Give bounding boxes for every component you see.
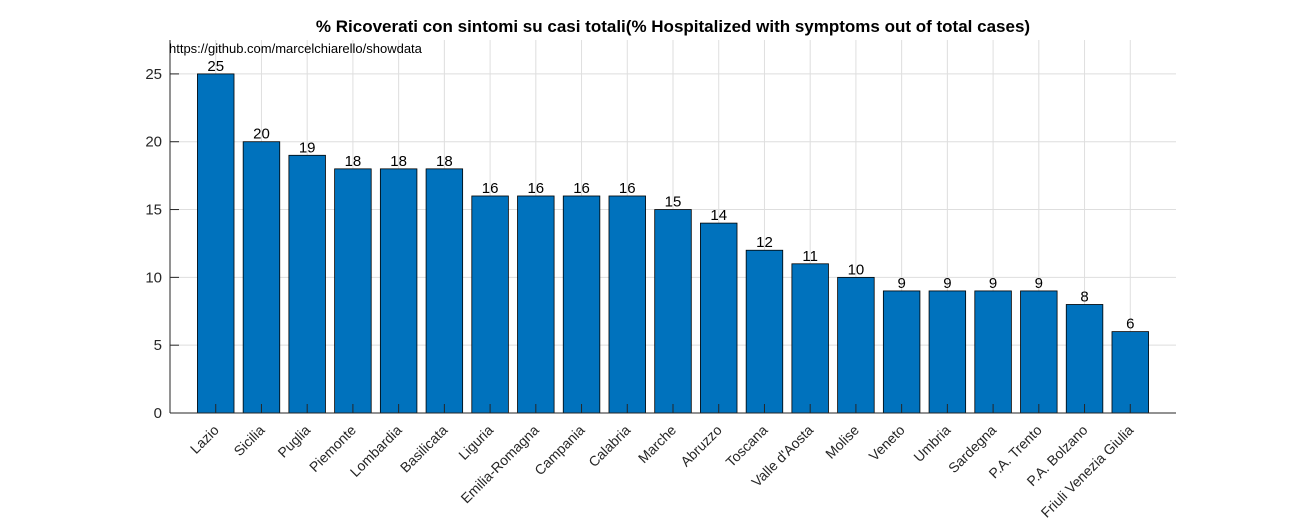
data-label: 16 (573, 180, 590, 197)
bar (334, 168, 372, 414)
data-label: 12 (756, 234, 773, 251)
y-tick-label: 5 (154, 337, 162, 354)
bar (562, 195, 601, 414)
data-label: 14 (710, 207, 727, 224)
bar (425, 168, 464, 414)
data-label: 15 (665, 194, 682, 211)
bar (242, 141, 281, 414)
bar (974, 290, 1012, 414)
x-tick-label: Sicilia (230, 422, 267, 459)
x-tick-label: Basilicata (397, 422, 451, 476)
data-label: 20 (253, 126, 270, 143)
chart-title: % Ricoverati con sintomi su casi totali(… (316, 17, 1030, 36)
data-label: 18 (345, 153, 362, 170)
data-label: 19 (299, 139, 316, 156)
x-tick-label: Veneto (866, 422, 908, 464)
data-label: 25 (207, 58, 224, 75)
x-tick-label: Lazio (187, 422, 222, 457)
y-tick-label: 25 (145, 66, 162, 83)
data-label: 9 (989, 275, 997, 292)
bar (1111, 331, 1149, 414)
bar (197, 73, 235, 414)
bar (517, 195, 555, 414)
y-tick-label: 10 (145, 269, 162, 286)
x-tick-label: Abruzzo (677, 422, 725, 470)
x-tick-label: Marche (635, 422, 679, 466)
bar (288, 154, 326, 414)
bar (745, 249, 784, 414)
x-ticks: Lazio Sicilia PugliaPiemonteLombardiaBasil… (187, 404, 1137, 521)
data-label: 16 (619, 180, 636, 197)
data-label: 8 (1080, 288, 1088, 305)
bar (379, 168, 418, 414)
x-tick-label: Calabria (585, 422, 633, 470)
bar (837, 276, 875, 414)
bar (928, 290, 967, 414)
y-tick-label: 20 (145, 134, 162, 151)
x-tick-label: Puglia (274, 422, 313, 461)
bar (882, 290, 921, 414)
data-label: 11 (802, 248, 818, 265)
bar (471, 195, 509, 414)
bar (608, 195, 646, 414)
bar (791, 263, 829, 414)
data-label: 9 (943, 275, 951, 292)
x-tick-label: Umbria (910, 422, 953, 465)
data-label: 18 (390, 153, 407, 170)
bar (1020, 290, 1058, 414)
y-tick-label: 0 (154, 405, 162, 422)
data-label: 9 (1035, 275, 1043, 292)
x-tick-label: Campania (531, 422, 588, 479)
bar (1065, 304, 1104, 414)
bar (654, 209, 692, 414)
data-label: 6 (1126, 316, 1134, 333)
x-tick-label: Molise (822, 422, 862, 462)
y-ticks: 0 5 10 15 20 25 (145, 66, 179, 422)
data-label: 18 (436, 153, 453, 170)
x-tick-label: Liguria (455, 422, 496, 463)
data-label: 9 (897, 275, 905, 292)
data-labels: 25 20 19 18 18 18 16 16 16 16 15 14 12 11 10 9 9 9 9 8 6 (207, 58, 1134, 333)
x-tick-label: Emilia-Romagna (457, 422, 542, 507)
data-label: 16 (482, 180, 499, 197)
bar (700, 222, 738, 414)
y-tick-label: 15 (145, 202, 162, 219)
data-label: 16 (527, 180, 544, 197)
data-label: 10 (848, 261, 865, 278)
bars (197, 73, 1149, 414)
source-watermark[interactable]: https://github.com/marcelchiarello/showd… (169, 41, 423, 56)
